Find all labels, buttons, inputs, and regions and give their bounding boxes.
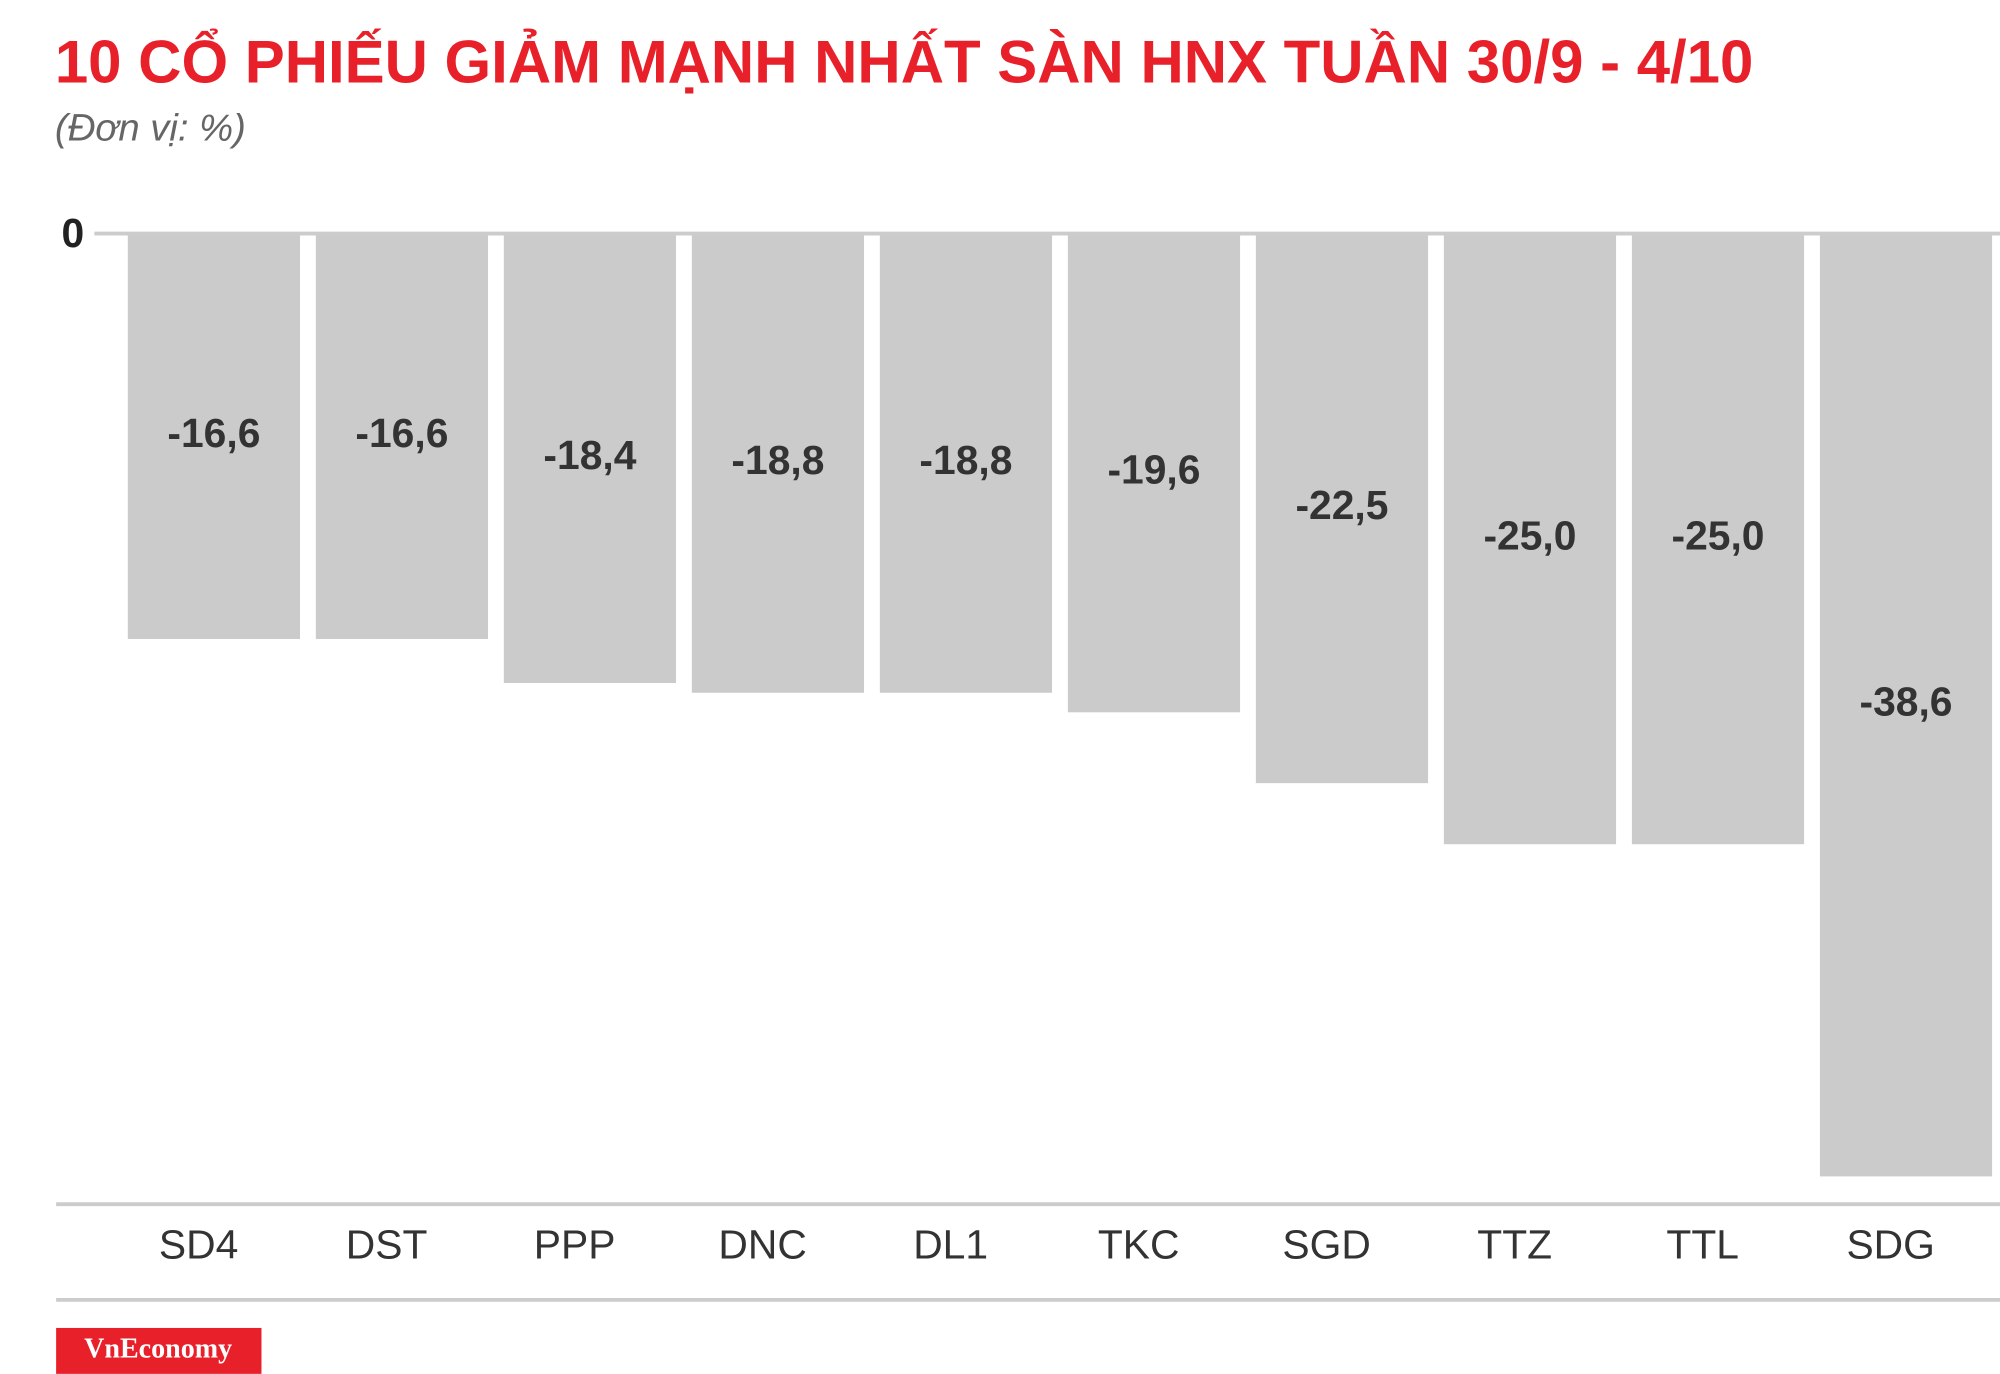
data-label: -25,0 <box>1483 513 1576 559</box>
x-tick-label: SD4 <box>159 1221 238 1267</box>
bar <box>1631 233 1805 845</box>
source-box <box>56 1327 262 1374</box>
data-label: -16,6 <box>355 410 448 456</box>
bar <box>503 233 677 683</box>
x-tick-label: DL1 <box>913 1221 988 1267</box>
data-label: -16,6 <box>167 410 260 456</box>
data-label: -22,5 <box>1295 482 1388 528</box>
bar <box>691 233 865 693</box>
y-tick-label: 0 <box>61 210 84 256</box>
chart-subtitle: (Đơn vị: %) <box>55 106 246 149</box>
data-label: -38,6 <box>1859 679 1952 725</box>
bar <box>315 233 489 640</box>
data-label: -25,0 <box>1671 513 1764 559</box>
bar <box>879 233 1053 693</box>
x-tick-label: DST <box>346 1221 428 1267</box>
bar <box>1255 233 1429 784</box>
bar <box>1443 233 1617 845</box>
x-tick-label: SGD <box>1282 1221 1370 1267</box>
data-label: -18,8 <box>731 437 824 483</box>
data-label: -18,4 <box>543 432 636 478</box>
x-tick-label: TTL <box>1666 1221 1739 1267</box>
chart-title: 10 CỔ PHIẾU GIẢM MẠNH NHẤT SÀN HNX TUẦN … <box>55 28 1754 95</box>
source: VnEconomy <box>84 1333 232 1364</box>
x-tick-label: PPP <box>534 1221 616 1267</box>
data-label: -18,8 <box>919 437 1012 483</box>
x-tick-label: TKC <box>1098 1221 1180 1267</box>
data-label: -19,6 <box>1107 447 1200 493</box>
bar <box>1067 233 1241 713</box>
bar <box>1819 233 1993 1177</box>
x-tick-label: TTZ <box>1477 1221 1552 1267</box>
x-tick-label: DNC <box>718 1221 806 1267</box>
bar <box>127 233 300 640</box>
x-tick-label: SDG <box>1846 1221 1934 1267</box>
